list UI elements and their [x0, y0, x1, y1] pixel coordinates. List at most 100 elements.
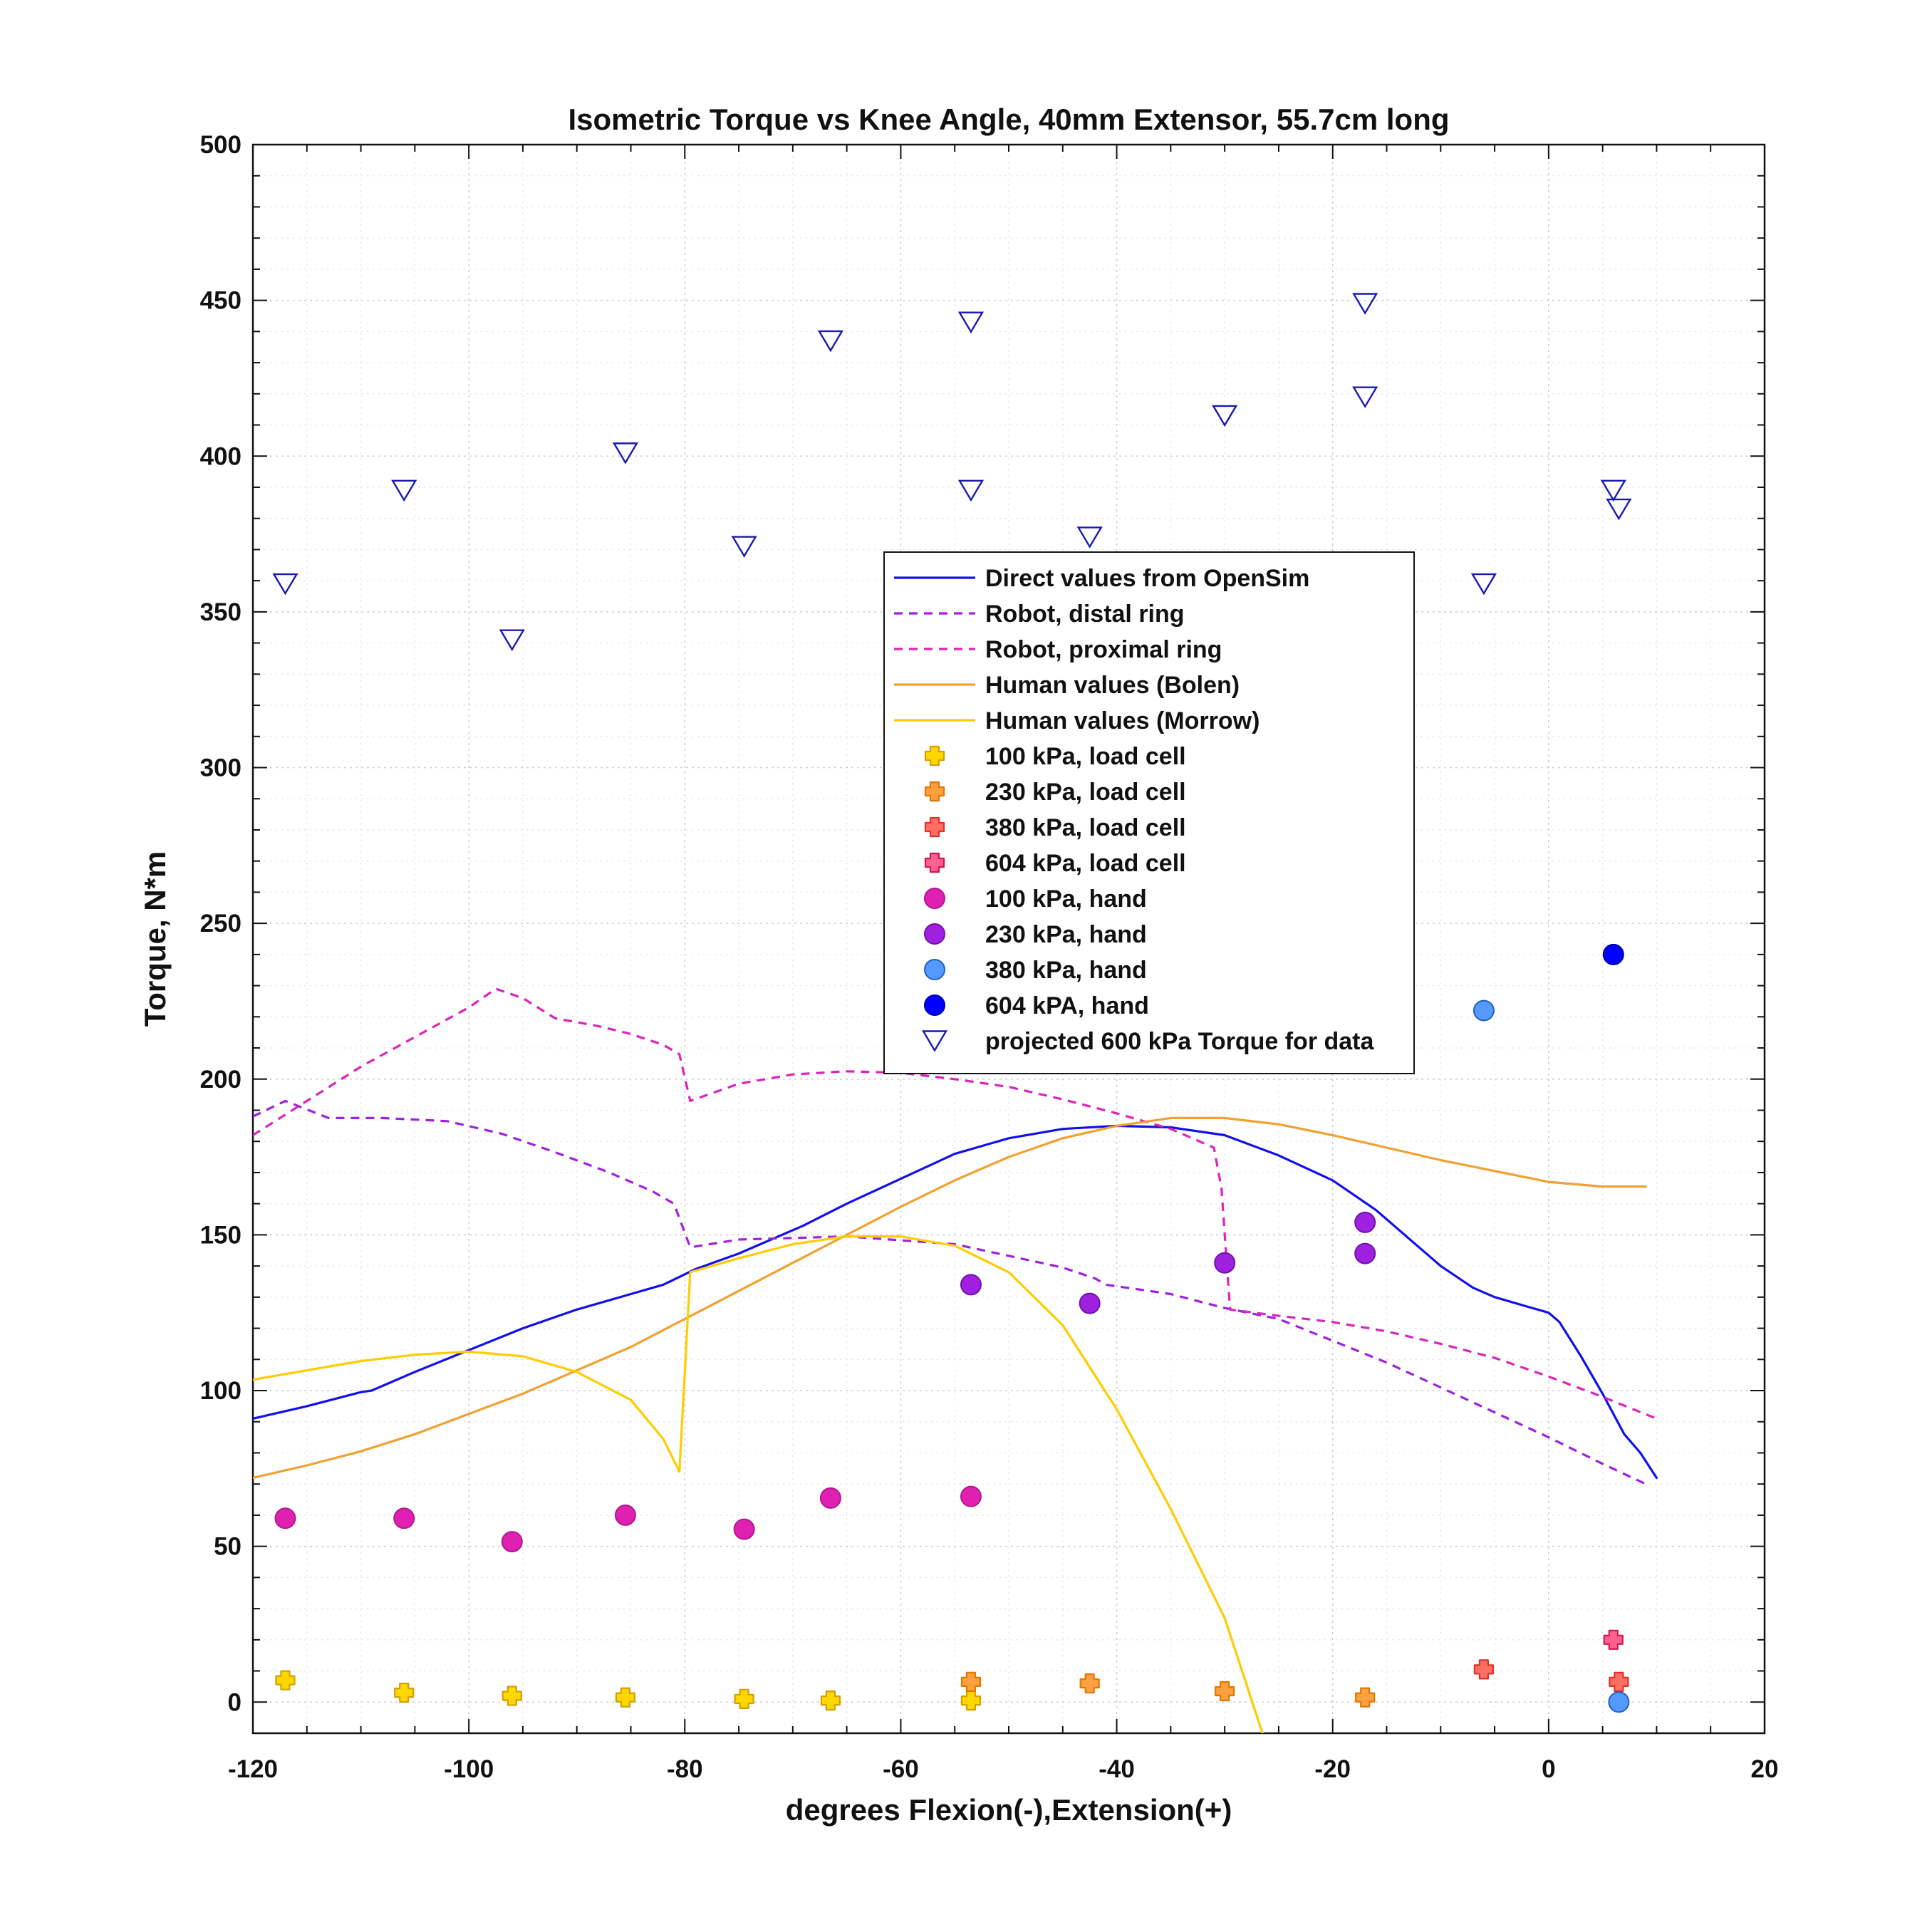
data-point: [1354, 1211, 1376, 1233]
data-point: [1603, 1629, 1624, 1650]
legend-label: 100 kPa, load cell: [985, 743, 1186, 770]
x-tick-label: -100: [444, 1755, 494, 1783]
series-robot-proximal-ring: [253, 987, 1657, 1420]
data-point: [1079, 1673, 1100, 1694]
data-point: [819, 1487, 841, 1509]
data-point: [960, 1671, 982, 1692]
legend-item-380-kpa-load-cell: 380 kPa, load cell: [924, 814, 1186, 841]
series-line: [253, 987, 1657, 1420]
data-point: [1609, 1671, 1629, 1692]
legend-swatch-marker: [924, 923, 945, 945]
data-point: [499, 629, 525, 652]
data-point: [1215, 1681, 1235, 1702]
legend-label: Human values (Morrow): [985, 707, 1260, 734]
series-100-kpa-hand: [274, 1485, 982, 1553]
data-point: [1079, 1292, 1101, 1314]
legend-label: Robot, proximal ring: [985, 636, 1222, 663]
series-380-kpa-load-cell: [1473, 1659, 1629, 1692]
legend-label: 230 kPa, load cell: [985, 779, 1186, 806]
data-point: [1355, 1687, 1376, 1708]
data-point: [734, 1688, 754, 1709]
data-point: [960, 1274, 982, 1296]
series-robot-distal-ring: [253, 1099, 1646, 1485]
series-line: [253, 1124, 1658, 1480]
series-line: [253, 1116, 1647, 1480]
x-tick-label: 20: [1751, 1755, 1779, 1783]
legend-item-100-kpa-load-cell: 100 kPa, load cell: [924, 743, 1186, 770]
data-point: [1608, 1691, 1630, 1713]
x-tick-label: -60: [883, 1755, 919, 1783]
data-point: [733, 1518, 755, 1540]
data-point: [614, 1504, 636, 1526]
y-tick-label: 0: [228, 1688, 242, 1716]
y-tick-label: 300: [200, 754, 242, 782]
legend-swatch-marker: [924, 852, 945, 873]
y-tick-label: 350: [200, 598, 242, 626]
data-point: [731, 536, 757, 558]
series-380-kpa-hand: [1473, 999, 1630, 1713]
y-tick-label: 100: [200, 1377, 242, 1405]
legend-label: 380 kPa, load cell: [985, 814, 1186, 841]
data-point: [1076, 526, 1103, 549]
series-projected-600-kpa-torque-for-data: [272, 293, 1632, 652]
x-tick-label: -20: [1314, 1755, 1351, 1783]
axis-ticks: -120 -100 -80 -60 -40 -20 0 2005010015020025030…: [200, 131, 1779, 1783]
y-tick-label: 150: [200, 1221, 242, 1249]
data-point: [820, 1690, 841, 1711]
data-point: [502, 1686, 522, 1706]
data-point: [394, 1683, 415, 1703]
series-230-kpa-load-cell: [960, 1671, 1376, 1708]
series-direct-values-from-opensim: [253, 1124, 1658, 1480]
legend-item-robot-proximal-ring: Robot, proximal ring: [894, 636, 1222, 663]
data-point: [957, 479, 985, 502]
legend-label: Direct values from OpenSim: [985, 565, 1309, 592]
legend-label: Robot, distal ring: [985, 601, 1185, 628]
data-point: [1214, 1252, 1236, 1274]
data-point: [612, 442, 639, 464]
legend-label: 380 kPa, hand: [985, 957, 1147, 984]
series-230-kpa-hand: [960, 1211, 1376, 1314]
data-point: [1354, 1242, 1376, 1264]
data-point: [817, 330, 844, 353]
data-point: [1600, 479, 1626, 502]
data-point: [393, 1507, 415, 1529]
legend-item-100-kpa-hand: 100 kPa, hand: [924, 885, 1147, 913]
data-point: [274, 1507, 296, 1529]
data-point: [615, 1687, 636, 1708]
series-line: [253, 1099, 1646, 1485]
series-100-kpa-load-cell: [275, 1670, 982, 1711]
legend-label: 604 kPa, load cell: [985, 850, 1186, 877]
y-tick-label: 400: [200, 442, 242, 470]
y-tick-label: 500: [200, 131, 242, 159]
legend-label: Human values (Bolen): [985, 672, 1240, 699]
y-tick-label: 450: [200, 287, 242, 315]
x-axis-label: degrees Flexion(-),Extension(+): [786, 1793, 1232, 1827]
data-point: [272, 573, 298, 596]
data-point: [391, 479, 417, 502]
legend-swatch-marker: [924, 994, 945, 1016]
data-point: [275, 1670, 296, 1690]
legend-item-604-kpa-load-cell: 604 kPa, load cell: [924, 850, 1186, 877]
legend-item-human-values-bolen: Human values (Bolen): [894, 672, 1240, 699]
legend-label: 604 kPA, hand: [985, 992, 1149, 1019]
y-tick-label: 250: [200, 910, 242, 937]
data-point: [1470, 573, 1497, 596]
legend-item-direct-values-from-opensim: Direct values from OpenSim: [894, 565, 1309, 592]
legend-item-230-kpa-hand: 230 kPa, hand: [924, 921, 1147, 948]
legend-swatch-marker: [921, 1030, 948, 1052]
legend-item-robot-distal-ring: Robot, distal ring: [894, 601, 1185, 628]
series-layer: [253, 293, 1658, 1733]
x-tick-label: -80: [667, 1755, 703, 1783]
series-line: [253, 1235, 1264, 1733]
data-point: [1212, 405, 1238, 427]
data-point: [1473, 1659, 1495, 1680]
legend-swatch-marker: [924, 959, 945, 980]
data-point: [957, 311, 985, 334]
chart-title: Isometric Torque vs Knee Angle, 40mm Ext…: [568, 103, 1449, 136]
legend-swatch-marker: [924, 888, 945, 909]
legend-label: projected 600 kPa Torque for data: [985, 1028, 1375, 1055]
series-604-kpa-hand: [1602, 943, 1624, 965]
data-point: [1602, 943, 1624, 965]
